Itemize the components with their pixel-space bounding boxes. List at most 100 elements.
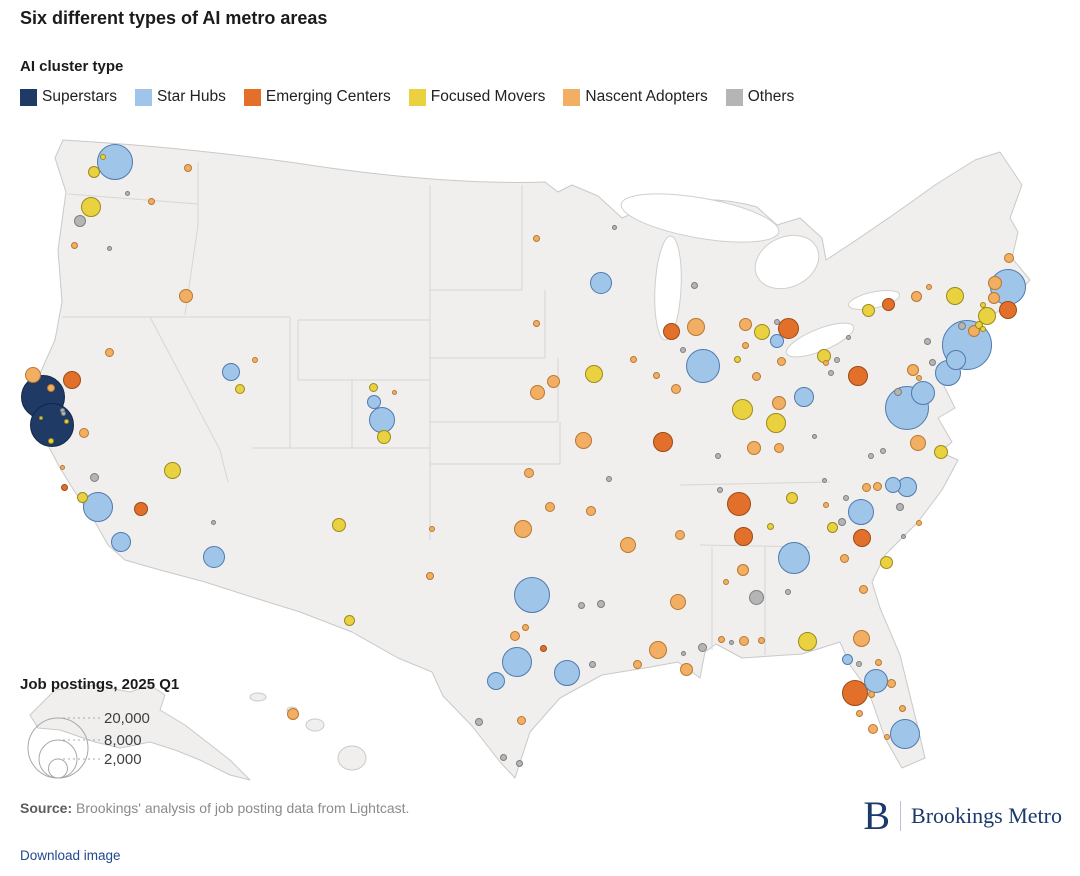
metro-bubble-star[interactable] bbox=[554, 660, 580, 686]
metro-bubble-focused[interactable] bbox=[235, 384, 245, 394]
metro-bubble-nascent[interactable] bbox=[717, 635, 725, 643]
metro-bubble-emerging[interactable] bbox=[848, 366, 868, 386]
metro-bubble-other[interactable] bbox=[834, 357, 840, 363]
metro-bubble-nascent[interactable] bbox=[147, 197, 155, 205]
metro-bubble-other[interactable] bbox=[124, 190, 130, 196]
metro-bubble-other[interactable] bbox=[515, 759, 523, 767]
metro-bubble-nascent[interactable] bbox=[861, 482, 871, 492]
metro-bubble-other[interactable] bbox=[680, 347, 686, 353]
metro-bubble-nascent[interactable] bbox=[70, 241, 78, 249]
metro-bubble-emerging[interactable] bbox=[662, 322, 680, 340]
metro-bubble-emerging[interactable] bbox=[727, 492, 751, 516]
metro-bubble-focused[interactable] bbox=[826, 521, 838, 533]
metro-bubble-star[interactable] bbox=[890, 719, 920, 749]
metro-bubble-other[interactable] bbox=[828, 370, 834, 376]
metro-bubble-nascent[interactable] bbox=[751, 371, 761, 381]
metro-bubble-focused[interactable] bbox=[766, 522, 774, 530]
metro-bubble-focused[interactable] bbox=[332, 518, 346, 532]
metro-bubble-other[interactable] bbox=[606, 476, 612, 482]
metro-bubble-other[interactable] bbox=[210, 519, 216, 525]
metro-bubble-focused[interactable] bbox=[946, 287, 964, 305]
metro-bubble-nascent[interactable] bbox=[898, 704, 906, 712]
metro-bubble-focused[interactable] bbox=[39, 416, 43, 420]
metro-bubble-emerging[interactable] bbox=[777, 317, 799, 339]
metro-bubble-nascent[interactable] bbox=[737, 564, 749, 576]
metro-bubble-nascent[interactable] bbox=[823, 360, 829, 366]
metro-bubble-focused[interactable] bbox=[377, 430, 391, 444]
metro-bubble-focused[interactable] bbox=[48, 438, 54, 444]
metro-bubble-star[interactable] bbox=[590, 272, 612, 294]
metro-bubble-nascent[interactable] bbox=[739, 636, 749, 646]
metro-bubble-nascent[interactable] bbox=[747, 441, 761, 455]
legend-item-superstar[interactable]: Superstars bbox=[20, 88, 117, 106]
metro-bubble-nascent[interactable] bbox=[574, 431, 592, 449]
metro-bubble-nascent[interactable] bbox=[886, 678, 896, 688]
metro-bubble-other[interactable] bbox=[717, 487, 723, 493]
metro-bubble-focused[interactable] bbox=[81, 197, 101, 217]
metro-bubble-other[interactable] bbox=[690, 281, 698, 289]
metro-bubble-focused[interactable] bbox=[975, 321, 983, 329]
metro-bubble-nascent[interactable] bbox=[179, 289, 193, 303]
metro-bubble-focused[interactable] bbox=[88, 166, 100, 178]
metro-bubble-other[interactable] bbox=[894, 388, 902, 396]
metro-bubble-nascent[interactable] bbox=[79, 428, 89, 438]
metro-bubble-focused[interactable] bbox=[861, 303, 875, 317]
metro-bubble-nascent[interactable] bbox=[855, 709, 863, 717]
metro-bubble-star[interactable] bbox=[83, 492, 113, 522]
metro-bubble-star[interactable] bbox=[778, 542, 810, 574]
metro-bubble-other[interactable] bbox=[588, 660, 596, 668]
metro-bubble-nascent[interactable] bbox=[510, 631, 520, 641]
metro-bubble-star[interactable] bbox=[487, 672, 505, 690]
metro-bubble-nascent[interactable] bbox=[586, 506, 596, 516]
metro-bubble-other[interactable] bbox=[838, 518, 846, 526]
metro-bubble-star[interactable] bbox=[514, 577, 550, 613]
metro-bubble-nascent[interactable] bbox=[620, 537, 636, 553]
metro-bubble-nascent[interactable] bbox=[516, 715, 526, 725]
metro-bubble-nascent[interactable] bbox=[521, 623, 529, 631]
metro-bubble-nascent[interactable] bbox=[529, 384, 545, 400]
metro-bubble-nascent[interactable] bbox=[649, 641, 667, 659]
legend-item-focused[interactable]: Focused Movers bbox=[408, 88, 545, 106]
metro-bubble-nascent[interactable] bbox=[532, 319, 540, 327]
metro-bubble-nascent[interactable] bbox=[652, 371, 660, 379]
metro-bubble-other[interactable] bbox=[611, 224, 617, 230]
metro-bubble-emerging[interactable] bbox=[842, 680, 868, 706]
metro-bubble-emerging[interactable] bbox=[999, 301, 1017, 319]
metro-bubble-nascent[interactable] bbox=[429, 526, 435, 532]
metro-bubble-nascent[interactable] bbox=[679, 662, 693, 676]
metro-bubble-star[interactable] bbox=[686, 349, 720, 383]
metro-bubble-focused[interactable] bbox=[754, 324, 770, 340]
metro-bubble-other[interactable] bbox=[958, 322, 966, 330]
metro-bubble-focused[interactable] bbox=[980, 302, 986, 308]
metro-bubble-focused[interactable] bbox=[766, 413, 786, 433]
metro-bubble-focused[interactable] bbox=[786, 492, 798, 504]
metro-bubble-emerging[interactable] bbox=[60, 483, 68, 491]
metro-bubble-other[interactable] bbox=[774, 319, 780, 325]
metro-bubble-other[interactable] bbox=[499, 753, 507, 761]
metro-bubble-star[interactable] bbox=[911, 381, 935, 405]
metro-bubble-other[interactable] bbox=[868, 453, 874, 459]
metro-bubble-other[interactable] bbox=[880, 448, 886, 454]
metro-bubble-other[interactable] bbox=[697, 642, 707, 652]
metro-bubble-nascent[interactable] bbox=[772, 396, 786, 410]
metro-bubble-nascent[interactable] bbox=[670, 594, 686, 610]
metro-bubble-nascent[interactable] bbox=[916, 375, 922, 381]
metro-bubble-focused[interactable] bbox=[934, 445, 948, 459]
metro-bubble-other[interactable] bbox=[856, 661, 862, 667]
metro-bubble-nascent[interactable] bbox=[184, 164, 192, 172]
metro-bubble-nascent[interactable] bbox=[252, 357, 258, 363]
metro-bubble-nascent[interactable] bbox=[910, 290, 922, 302]
metro-bubble-nascent[interactable] bbox=[926, 284, 932, 290]
metro-bubble-nascent[interactable] bbox=[524, 468, 534, 478]
metro-bubble-focused[interactable] bbox=[368, 382, 378, 392]
legend-item-emerging[interactable]: Emerging Centers bbox=[243, 88, 391, 106]
metro-bubble-nascent[interactable] bbox=[545, 502, 555, 512]
metro-bubble-star[interactable] bbox=[848, 499, 874, 525]
metro-bubble-emerging[interactable] bbox=[63, 371, 81, 389]
metro-bubble-other[interactable] bbox=[811, 433, 817, 439]
metro-bubble-emerging[interactable] bbox=[733, 526, 753, 546]
metro-bubble-emerging[interactable] bbox=[881, 297, 895, 311]
metro-bubble-nascent[interactable] bbox=[675, 530, 685, 540]
metro-bubble-other[interactable] bbox=[715, 453, 721, 459]
metro-bubble-star[interactable] bbox=[770, 334, 784, 348]
